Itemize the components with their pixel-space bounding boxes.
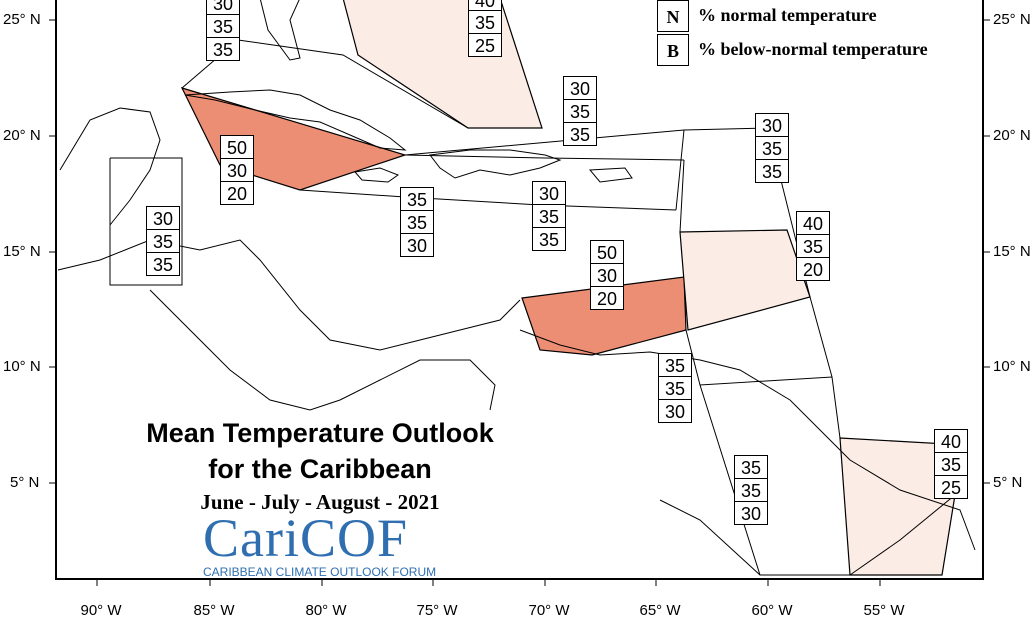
lon-label: 90° W bbox=[80, 602, 122, 619]
prob-below: 35 bbox=[206, 37, 240, 61]
prob-below: 30 bbox=[734, 501, 768, 525]
lat-label: 10° N bbox=[993, 358, 1031, 375]
lat-label: 15° N bbox=[3, 243, 41, 260]
prob-below: 20 bbox=[796, 257, 830, 281]
prob-normal: 30 bbox=[220, 158, 254, 182]
prob-normal: 35 bbox=[934, 452, 968, 476]
prob-normal: 35 bbox=[658, 376, 692, 400]
legend-label: % normal temperature bbox=[698, 5, 877, 25]
forecast-box: 35 35 30 bbox=[400, 187, 434, 257]
prob-normal: 30 bbox=[590, 263, 624, 287]
map-title: Mean Temperature Outlook bbox=[146, 418, 494, 448]
prob-above: 40 bbox=[934, 429, 968, 453]
forecast-box: 30 35 35 bbox=[563, 76, 597, 146]
prob-normal: 35 bbox=[146, 229, 180, 253]
prob-above: 50 bbox=[590, 240, 624, 264]
prob-below: 25 bbox=[934, 475, 968, 499]
lat-label: 10° N bbox=[3, 358, 41, 375]
prob-below: 20 bbox=[590, 286, 624, 310]
lon-label: 75° W bbox=[416, 602, 458, 619]
puerto-rico-coast bbox=[588, 167, 633, 183]
forecast-box: 30 35 35 bbox=[532, 181, 566, 251]
prob-above: 35 bbox=[658, 353, 692, 377]
prob-normal: 35 bbox=[563, 99, 597, 123]
lat-label: 15° N bbox=[993, 243, 1031, 260]
caricof-logo-subtitle: CARIBBEAN CLIMATE OUTLOOK FORUM bbox=[203, 565, 437, 579]
south-america-interior bbox=[659, 494, 956, 576]
prob-below: 20 bbox=[220, 181, 254, 205]
yucatan-coast bbox=[59, 107, 161, 226]
lat-label: 20° N bbox=[993, 127, 1031, 144]
forecast-box: 30 35 35 bbox=[146, 206, 180, 276]
prob-below: 35 bbox=[563, 122, 597, 146]
prob-above: 30 bbox=[532, 181, 566, 205]
map-frame bbox=[55, 0, 984, 580]
forecast-period: June - July - August - 2021 bbox=[200, 490, 440, 514]
lat-label: 25° N bbox=[993, 11, 1031, 28]
legend-label: % below-normal temperature bbox=[698, 39, 928, 59]
prob-above: 30 bbox=[146, 206, 180, 230]
prob-above: 35 bbox=[400, 187, 434, 211]
lon-label: 65° W bbox=[639, 602, 681, 619]
forecast-box: 30 35 35 bbox=[206, 0, 240, 61]
forecast-box: 50 30 20 bbox=[220, 135, 254, 205]
prob-normal: 35 bbox=[400, 210, 434, 234]
lon-label: 70° W bbox=[528, 602, 570, 619]
prob-below: 35 bbox=[755, 159, 789, 183]
prob-above: 50 bbox=[220, 135, 254, 159]
florida-coast bbox=[259, 0, 301, 61]
south-america-coast bbox=[519, 329, 976, 551]
forecast-box: 40 35 25 bbox=[934, 429, 968, 499]
region-abc-islands bbox=[521, 276, 687, 356]
forecast-box: 50 30 20 bbox=[590, 240, 624, 310]
hispaniola-coast bbox=[429, 149, 562, 179]
lat-label: 5° N bbox=[993, 474, 1023, 491]
prob-above: 30 bbox=[563, 76, 597, 100]
prob-below: 35 bbox=[146, 252, 180, 276]
prob-above: 40 bbox=[796, 211, 830, 235]
forecast-box: 40 35 20 bbox=[796, 211, 830, 281]
legend-key: N bbox=[657, 0, 689, 32]
prob-above: 30 bbox=[206, 0, 240, 15]
prob-below: 35 bbox=[532, 227, 566, 251]
lat-label: 5° N bbox=[10, 474, 40, 491]
lon-label: 85° W bbox=[193, 602, 235, 619]
lon-label: 55° W bbox=[863, 602, 905, 619]
lon-label: 60° W bbox=[751, 602, 793, 619]
prob-normal: 35 bbox=[206, 14, 240, 38]
map-title-line2: for the Caribbean bbox=[208, 454, 432, 484]
prob-normal: 35 bbox=[734, 478, 768, 502]
lat-label: 20° N bbox=[3, 127, 41, 144]
prob-normal: 35 bbox=[755, 136, 789, 160]
lat-label: 25° N bbox=[3, 11, 41, 28]
prob-above: 35 bbox=[734, 455, 768, 479]
forecast-box: 35 35 30 bbox=[734, 455, 768, 525]
forecast-box: 30 35 35 bbox=[755, 113, 789, 183]
prob-below: 30 bbox=[658, 399, 692, 423]
caricof-logo: CariCOF bbox=[203, 508, 409, 568]
jamaica-coast bbox=[354, 167, 400, 183]
graticule-ticks bbox=[49, 19, 990, 586]
prob-normal: 35 bbox=[796, 234, 830, 258]
prob-normal: 35 bbox=[468, 10, 502, 34]
prob-below: 25 bbox=[468, 33, 502, 57]
prob-below: 30 bbox=[400, 233, 434, 257]
prob-normal: 35 bbox=[532, 204, 566, 228]
forecast-box: 40 35 25 bbox=[468, 0, 502, 57]
lon-label: 80° W bbox=[305, 602, 347, 619]
legend-key: B bbox=[657, 34, 689, 66]
cuba-coast bbox=[184, 89, 407, 151]
prob-above: 30 bbox=[755, 113, 789, 137]
central-america-pacific bbox=[149, 289, 496, 411]
forecast-box: 35 35 30 bbox=[658, 353, 692, 423]
